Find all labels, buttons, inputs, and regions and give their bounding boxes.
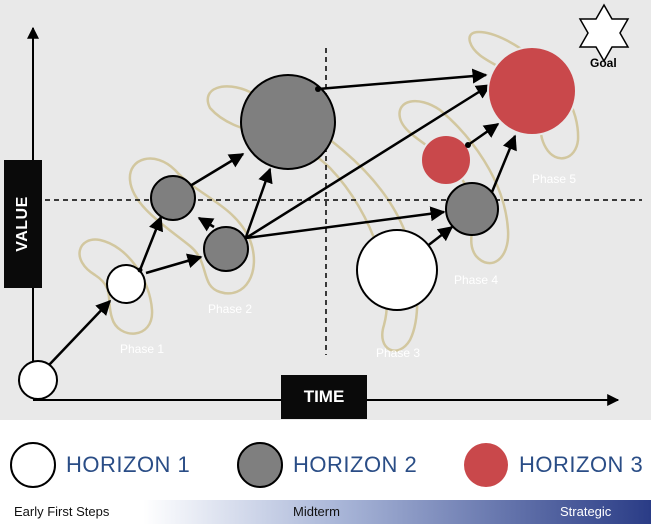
- phase-1-label: Phase 1: [120, 342, 165, 356]
- horizon-circles: [18, 46, 577, 400]
- timeline-mid-label: Midterm: [293, 504, 340, 519]
- connection-dots: [137, 86, 471, 273]
- arrow: [317, 68, 488, 91]
- phase-5-label: Phase 5: [532, 172, 577, 186]
- legend-horizon2-swatch: [237, 442, 283, 488]
- phase-2-label: Phase 2: [208, 302, 253, 316]
- arrow: [467, 122, 500, 147]
- dot: [315, 86, 321, 92]
- time-axis-label: TIME: [281, 375, 367, 419]
- horizon2-circle: [203, 226, 249, 272]
- legend-horizon3-swatch: [464, 443, 508, 487]
- timeline-bar: Early First Steps Midterm Strategic: [0, 500, 651, 524]
- arrow: [244, 167, 273, 238]
- timeline-early-label: Early First Steps: [14, 504, 110, 519]
- connector-arrows: [48, 68, 517, 366]
- goal-label: Goal: [590, 56, 617, 70]
- phase-4-label: Phase 4: [454, 273, 499, 287]
- arrow: [197, 216, 215, 232]
- horizon1-circle: [356, 229, 438, 311]
- value-axis-label-box: [4, 160, 42, 288]
- legend-horizon2-label: HORIZON 2: [293, 452, 418, 477]
- arrow: [48, 299, 112, 366]
- timeline-strategic-label: Strategic: [560, 504, 612, 519]
- phase-3-label: Phase 3: [376, 346, 421, 360]
- horizon1-circle: [18, 360, 58, 400]
- horizon3-circle: [420, 134, 472, 186]
- horizon2-circle: [150, 175, 196, 221]
- goal-star-icon: [578, 3, 630, 63]
- arrow: [145, 253, 203, 275]
- horizon2-circle: [240, 74, 336, 170]
- horizon1-circle: [106, 264, 146, 304]
- arrow: [138, 215, 163, 271]
- legend-horizon3-label: HORIZON 3: [519, 452, 644, 477]
- horizon2-circle: [445, 182, 499, 236]
- dot: [137, 267, 143, 273]
- dot: [465, 142, 471, 148]
- value-axis-label: VALUE: [14, 196, 31, 252]
- arrow: [245, 206, 446, 240]
- legend-horizon1-swatch: [10, 442, 56, 488]
- phase-2-outline: [128, 157, 256, 295]
- arrow: [425, 226, 454, 248]
- arrow: [245, 83, 492, 240]
- legend-horizon1-label: HORIZON 1: [66, 452, 191, 477]
- arrow: [189, 152, 245, 188]
- horizon3-circle: [487, 46, 577, 136]
- arrow: [490, 134, 517, 193]
